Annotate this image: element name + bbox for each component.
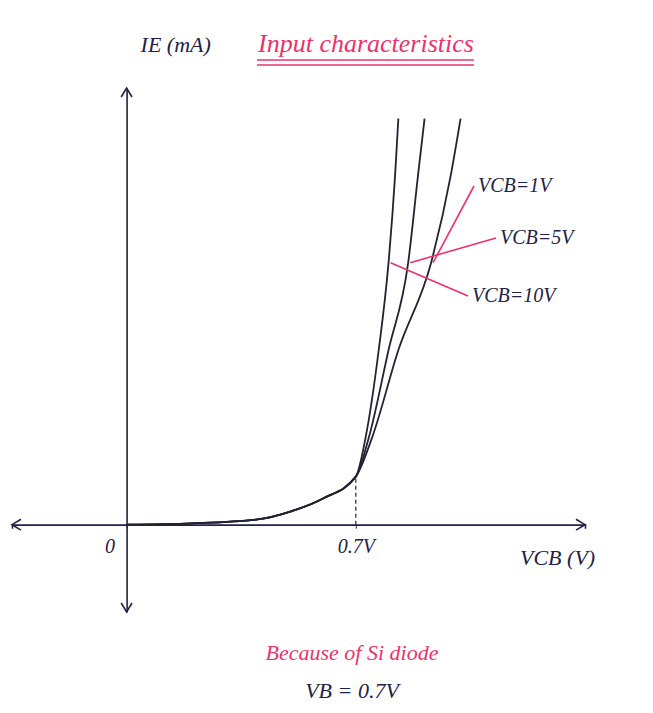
x-tick-label: 0.7V — [338, 535, 378, 557]
annotation: VB = 0.7V — [305, 678, 401, 703]
label-leader — [433, 186, 474, 263]
x-tick: 0 — [105, 525, 127, 557]
guide-line — [355, 477, 356, 525]
curve — [127, 119, 399, 525]
curve — [127, 119, 425, 525]
x-tick: 0.7V — [338, 525, 378, 557]
x-tick-mark — [356, 525, 357, 529]
label-leader — [391, 263, 468, 296]
title-underline — [257, 59, 474, 60]
title: Input characteristics — [257, 29, 474, 58]
y-axis — [127, 89, 128, 613]
y-axis-line — [126, 89, 128, 613]
series-label: VCB=10V — [472, 284, 558, 306]
plot-area — [127, 119, 461, 525]
x-tick-label: 0 — [105, 535, 115, 557]
x-axis-line — [13, 525, 586, 529]
axis-arrow — [12, 519, 21, 530]
curve — [127, 119, 461, 525]
title-underline — [257, 64, 474, 65]
axis-arrow — [576, 519, 585, 530]
axis-arrow — [121, 88, 132, 97]
x-axis: 0 0.7V — [13, 525, 586, 557]
annotation: Because of Si diode — [266, 640, 439, 665]
chart: 0 0.7V VCB=1V VCB=5V VCB=10V Input characteri… — [0, 0, 653, 713]
labels: VCB=1V VCB=5V VCB=10V Input characteristics… — [140, 29, 596, 703]
axis-arrow — [121, 603, 132, 612]
x-axis-title: VCB (V) — [520, 545, 595, 570]
series-label: VCB=5V — [500, 226, 576, 248]
series-label: VCB=1V — [478, 174, 554, 196]
axis-arrows — [12, 88, 585, 612]
label-leader — [410, 238, 496, 263]
y-axis-title: IE (mA) — [140, 32, 211, 57]
